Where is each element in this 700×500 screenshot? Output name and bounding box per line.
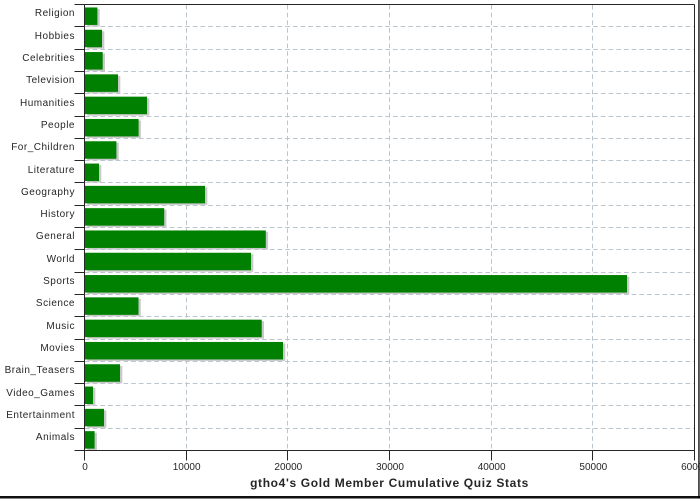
svg-text:Celebrities: Celebrities: [22, 53, 75, 64]
svg-text:Sports: Sports: [43, 276, 75, 287]
svg-text:Television: Television: [26, 75, 75, 86]
svg-text:For_Children: For_Children: [11, 142, 75, 153]
svg-text:World: World: [47, 254, 75, 265]
svg-text:People: People: [41, 120, 75, 131]
svg-text:Humanities: Humanities: [20, 98, 75, 109]
svg-text:gtho4's Gold Member Cumulative: gtho4's Gold Member Cumulative Quiz Stat…: [250, 476, 529, 490]
svg-text:30000: 30000: [376, 462, 404, 473]
svg-text:Video_Games: Video_Games: [6, 388, 75, 399]
svg-text:General: General: [36, 231, 75, 242]
svg-text:History: History: [40, 209, 75, 220]
svg-text:20000: 20000: [274, 462, 302, 473]
svg-text:Science: Science: [36, 298, 75, 309]
svg-text:Animals: Animals: [36, 432, 75, 443]
svg-text:Literature: Literature: [28, 165, 75, 176]
svg-text:10000: 10000: [173, 462, 201, 473]
svg-text:Brain_Teasers: Brain_Teasers: [5, 365, 75, 376]
svg-text:Movies: Movies: [40, 343, 75, 354]
svg-text:Entertainment: Entertainment: [6, 410, 75, 421]
svg-text:40000: 40000: [478, 462, 506, 473]
svg-text:Music: Music: [46, 321, 75, 332]
svg-text:Religion: Religion: [35, 8, 75, 19]
svg-text:Geography: Geography: [21, 187, 75, 198]
svg-text:60000: 60000: [681, 462, 700, 473]
svg-text:50000: 50000: [579, 462, 607, 473]
svg-text:0: 0: [82, 462, 88, 473]
svg-text:Hobbies: Hobbies: [35, 31, 75, 42]
